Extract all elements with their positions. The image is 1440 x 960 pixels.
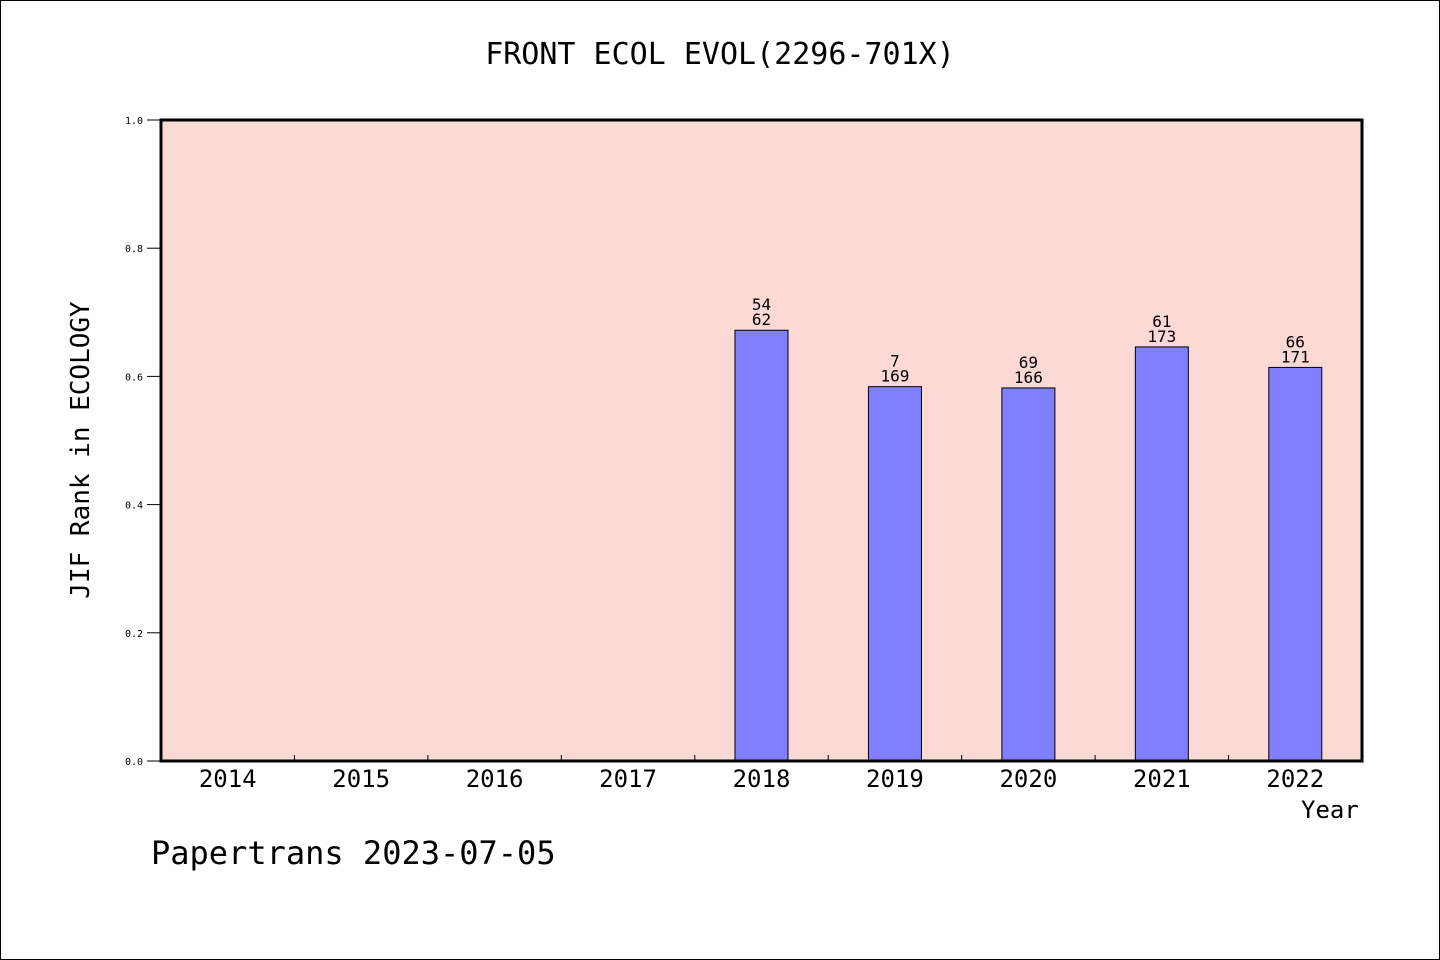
bar-label-total: 171 [1281,347,1310,366]
bar-2022 [1268,366,1323,762]
bar-label-total: 62 [752,310,771,329]
bar-2020 [1001,387,1056,762]
x-tick-label: 2016 [466,765,524,793]
bar-label-rank: 66 [1286,332,1305,351]
ticks-layer: 0.0 0.2 0.4 0.6 0.8 1.0 2014 2015 2016 2017 2018 20… [125,116,1324,793]
footer-credit: Papertrans 2023-07-05 [151,834,556,872]
y-tick-label: 0.6 [125,372,143,383]
bar-label-rank: 61 [1152,312,1171,331]
bar-label-total: 169 [880,367,909,386]
x-tick-label: 2019 [866,765,924,793]
y-tick-label: 0.0 [125,757,143,768]
y-tick-label: 1.0 [125,116,143,127]
bar-label-total: 173 [1147,327,1176,346]
bar-label-rank: 54 [752,295,771,314]
bar-label-rank: 7 [890,352,900,371]
x-tick-label: 2015 [332,765,390,793]
bar-label-rank: 69 [1019,353,1038,372]
bar-2021 [1134,346,1189,762]
bar-2019 [867,386,922,762]
plot-border [159,118,1364,763]
y-tick-label: 0.8 [125,244,143,255]
bar-label-total: 166 [1014,368,1043,387]
x-tick-label: 2021 [1133,765,1191,793]
y-tick-label: 0.2 [125,629,143,640]
x-axis-label: Year [1301,796,1359,824]
x-tick-label: 2020 [999,765,1057,793]
chart-title: FRONT ECOL EVOL(2296-701X) [485,37,955,72]
x-tick-label: 2022 [1266,765,1324,793]
y-tick-label: 0.4 [125,501,143,512]
x-tick-label: 2017 [599,765,657,793]
x-tick-label: 2018 [733,765,791,793]
bar-2018 [734,329,789,762]
x-tick-label: 2014 [199,765,257,793]
